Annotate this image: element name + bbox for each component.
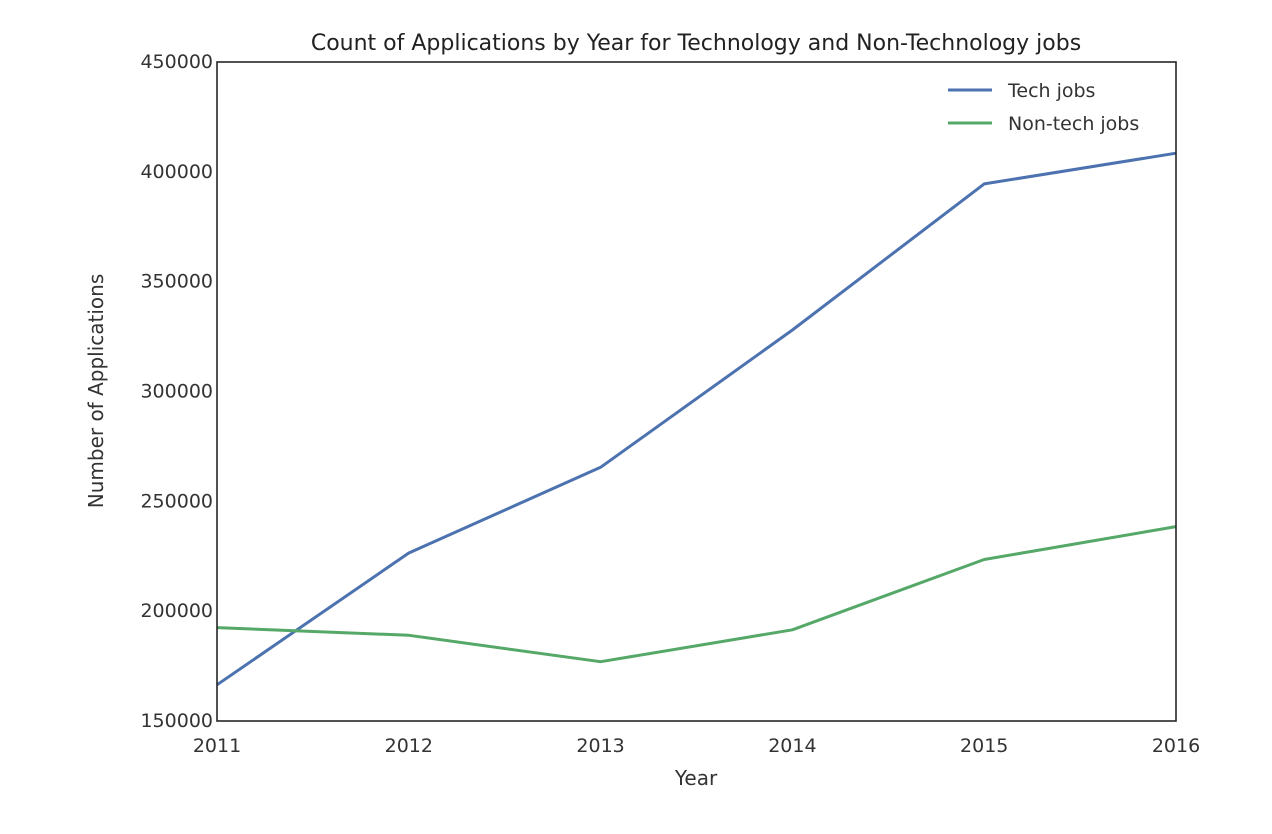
x-tick-label: 2011: [193, 735, 241, 757]
y-axis-title: Number of Applications: [84, 274, 108, 509]
y-tick-label: 400000: [140, 161, 213, 183]
x-axis-ticks: 2011 2012 2013 2014 2015 2016: [193, 735, 1200, 757]
y-axis-ticks: 150000 200000 250000 300000 350000 400000 4500…: [140, 51, 213, 732]
series-layer: [216, 151, 1177, 687]
y-tick-label: 300000: [140, 381, 213, 403]
x-tick-label: 2015: [960, 735, 1008, 757]
x-tick-label: 2013: [576, 735, 624, 757]
plot-area-frame: [216, 61, 1177, 722]
y-tick-label: 450000: [140, 51, 213, 73]
legend-label: Tech jobs: [1007, 80, 1095, 102]
x-tick-label: 2012: [385, 735, 433, 757]
x-tick-label: 2014: [768, 735, 816, 757]
series-line-tech-jobs: [216, 151, 1177, 687]
legend: Tech jobs Non-tech jobs: [948, 80, 1139, 135]
legend-label: Non-tech jobs: [1008, 113, 1139, 135]
y-tick-label: 250000: [140, 490, 213, 512]
x-axis-title: Year: [674, 766, 718, 790]
x-tick-label: 2016: [1152, 735, 1200, 757]
series-line-non-tech-jobs: [216, 525, 1177, 664]
y-tick-label: 150000: [140, 710, 213, 732]
y-tick-label: 200000: [140, 600, 213, 622]
y-tick-label: 350000: [140, 271, 213, 293]
chart-title: Count of Applications by Year for Techno…: [311, 31, 1081, 56]
